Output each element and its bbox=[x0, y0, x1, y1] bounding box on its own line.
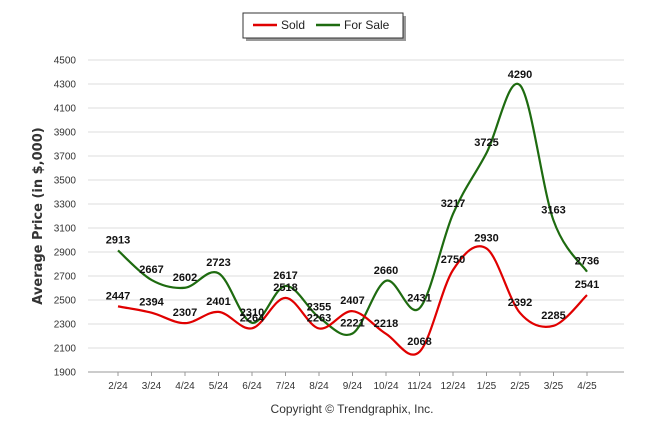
y-tick-label: 2100 bbox=[54, 344, 77, 355]
y-tick-label: 2900 bbox=[54, 248, 77, 259]
y-tick-label: 4100 bbox=[54, 104, 77, 115]
x-tick-label: 1/25 bbox=[477, 381, 497, 392]
y-tick-label: 3900 bbox=[54, 128, 77, 139]
series-layer bbox=[117, 82, 588, 356]
x-tick-label: 5/24 bbox=[209, 381, 229, 392]
data-label-sold: 2930 bbox=[474, 232, 498, 244]
series-line-for-sale bbox=[117, 82, 588, 336]
y-tick-label: 1900 bbox=[54, 368, 77, 379]
x-tick-label: 3/25 bbox=[544, 381, 564, 392]
data-label-sold: 2401 bbox=[206, 296, 230, 308]
x-tick-label: 4/25 bbox=[577, 381, 597, 392]
x-tick-label: 8/24 bbox=[309, 381, 329, 392]
data-labels: 2447 2394 2307 2401 2264 2518 2263 2407 2218 2068… bbox=[106, 69, 599, 348]
series-line-sold bbox=[117, 245, 588, 356]
x-tick-label: 4/24 bbox=[175, 381, 195, 392]
y-tick-label: 3300 bbox=[54, 200, 77, 211]
data-label-sold: 2307 bbox=[173, 307, 197, 319]
data-label-for-sale: 2913 bbox=[106, 234, 130, 246]
data-label-for-sale: 2310 bbox=[240, 307, 264, 319]
y-tick-label: 4300 bbox=[54, 80, 77, 91]
y-tick-label: 2300 bbox=[54, 320, 77, 331]
data-label-for-sale: 2602 bbox=[173, 272, 197, 284]
axes: 1900 2100 2300 2500 2700 2900 3100 3300 3500 3700… bbox=[54, 56, 624, 392]
data-label-for-sale: 3163 bbox=[541, 204, 565, 216]
copyright-text: Copyright © Trendgraphix, Inc. bbox=[271, 402, 434, 416]
y-axis-title: Average Price (in $,000) bbox=[31, 127, 46, 304]
data-label-sold: 2263 bbox=[307, 312, 331, 324]
data-label-for-sale: 2355 bbox=[307, 301, 331, 313]
data-label-sold: 2394 bbox=[139, 297, 164, 309]
data-label-for-sale: 3217 bbox=[441, 198, 465, 210]
y-tick-label: 3100 bbox=[54, 224, 77, 235]
data-label-sold: 2407 bbox=[340, 295, 364, 307]
data-label-sold: 2518 bbox=[273, 282, 297, 294]
x-tick-label: 12/24 bbox=[440, 381, 465, 392]
y-tick-label: 3500 bbox=[54, 176, 77, 187]
x-tick-label: 6/24 bbox=[242, 381, 262, 392]
data-label-for-sale: 2221 bbox=[340, 317, 364, 329]
data-label-sold: 2264 bbox=[240, 312, 265, 324]
y-tick-label: 3700 bbox=[54, 152, 77, 163]
data-label-sold: 2750 bbox=[441, 254, 465, 266]
data-label-for-sale: 2660 bbox=[374, 265, 398, 277]
data-label-for-sale: 2667 bbox=[139, 264, 163, 276]
data-label-for-sale: 3725 bbox=[474, 137, 498, 149]
data-label-for-sale: 2431 bbox=[407, 292, 431, 304]
x-tick-label: 3/24 bbox=[142, 381, 162, 392]
x-tick-label: 7/24 bbox=[276, 381, 296, 392]
y-tick-label: 4500 bbox=[54, 56, 77, 67]
x-tick-label: 9/24 bbox=[343, 381, 363, 392]
data-label-sold: 2447 bbox=[106, 290, 130, 302]
x-tick-label: 2/25 bbox=[510, 381, 530, 392]
data-label-sold: 2392 bbox=[508, 297, 532, 309]
y-tick-label: 2500 bbox=[54, 296, 77, 307]
legend: Sold For Sale bbox=[242, 12, 406, 41]
data-label-sold: 2285 bbox=[541, 310, 565, 322]
data-label-sold: 2218 bbox=[374, 318, 398, 330]
data-label-sold: 2541 bbox=[575, 279, 599, 291]
x-tick-label: 2/24 bbox=[108, 381, 128, 392]
x-tick-label: 10/24 bbox=[373, 381, 398, 392]
data-label-for-sale: 2617 bbox=[273, 270, 297, 282]
legend-label-sold: Sold bbox=[281, 18, 305, 32]
legend-label-for-sale: For Sale bbox=[344, 18, 390, 32]
y-tick-label: 2700 bbox=[54, 272, 77, 283]
x-tick-label: 11/24 bbox=[407, 381, 432, 392]
data-label-for-sale: 2723 bbox=[206, 257, 230, 269]
data-label-sold: 2068 bbox=[407, 336, 431, 348]
data-label-for-sale: 4290 bbox=[508, 69, 532, 81]
data-label-for-sale: 2736 bbox=[575, 256, 599, 268]
